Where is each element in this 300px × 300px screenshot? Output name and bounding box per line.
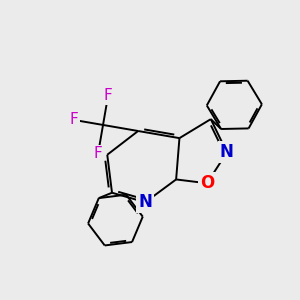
Text: F: F	[70, 112, 78, 128]
Text: N: N	[138, 193, 152, 211]
Text: N: N	[220, 143, 234, 161]
Text: F: F	[94, 146, 102, 161]
Text: F: F	[104, 88, 112, 104]
Text: O: O	[200, 174, 214, 192]
